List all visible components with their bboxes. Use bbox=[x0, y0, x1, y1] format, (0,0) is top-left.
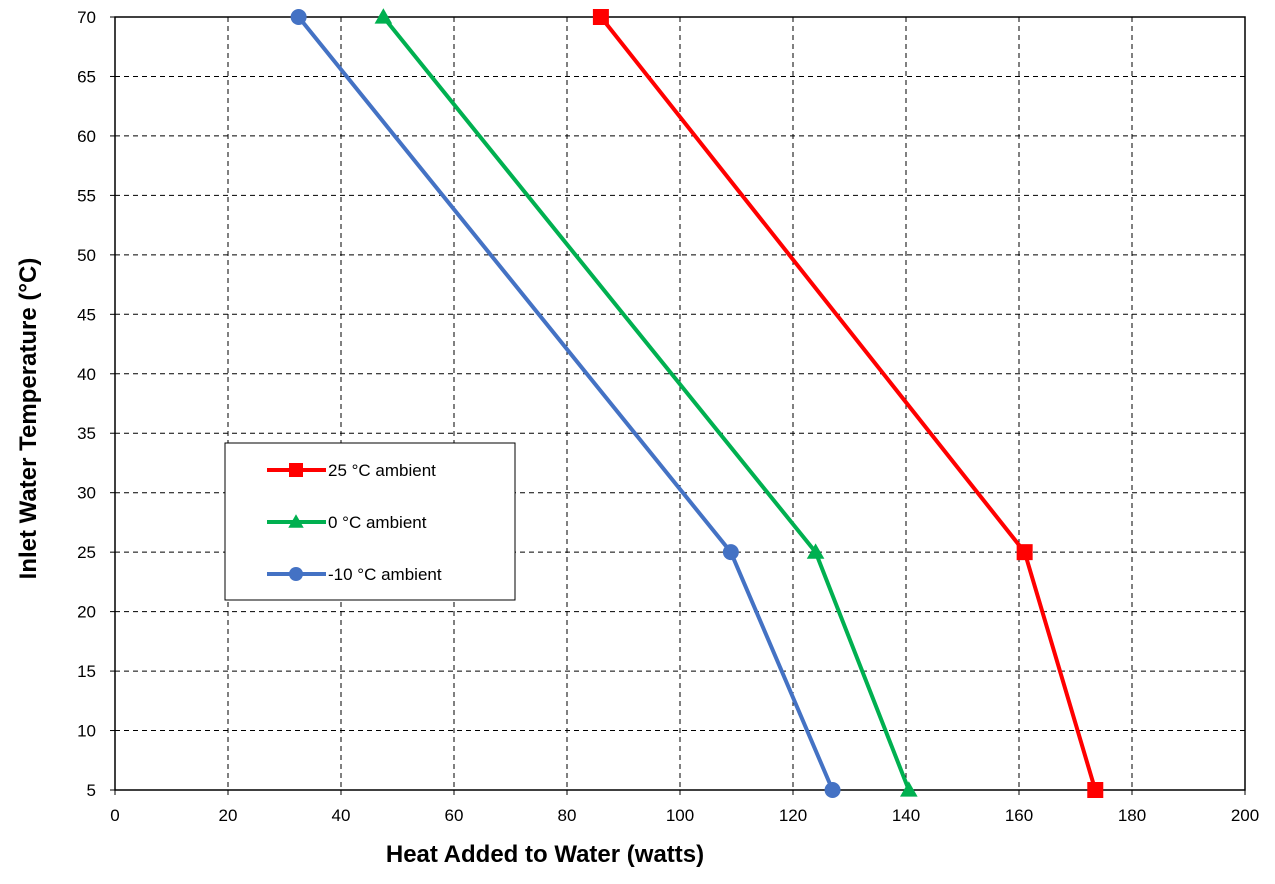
series-2 bbox=[290, 9, 841, 798]
x-tick-label: 60 bbox=[445, 806, 464, 825]
x-tick-label: 20 bbox=[219, 806, 238, 825]
y-tick-label: 10 bbox=[77, 722, 96, 741]
legend-label: -10 °C ambient bbox=[328, 565, 442, 584]
y-tick-label: 25 bbox=[77, 543, 96, 562]
y-tick-label: 65 bbox=[77, 67, 96, 86]
x-axis-title: Heat Added to Water (watts) bbox=[386, 841, 704, 868]
y-tick-label: 20 bbox=[77, 603, 96, 622]
y-tick-label: 45 bbox=[77, 305, 96, 324]
series-0 bbox=[592, 9, 1104, 798]
series-line bbox=[381, 15, 911, 791]
legend: 25 °C ambient 0 °C ambient -10 °C ambient bbox=[224, 442, 516, 601]
y-tick-label: 55 bbox=[77, 186, 96, 205]
y-tick-label: 15 bbox=[77, 662, 96, 681]
y-axis: 5 10 15 20 25 30 35 40 45 50 55 60 65 70 bbox=[77, 8, 115, 800]
y-tick-label: 35 bbox=[77, 424, 96, 443]
legend-item: 0 °C ambient bbox=[267, 513, 427, 532]
x-axis: 0 20 40 60 80 100 120 140 160 180 200 bbox=[110, 790, 1259, 825]
y-tick-label: 30 bbox=[77, 484, 96, 503]
data-point bbox=[806, 543, 825, 559]
x-tick-label: 160 bbox=[1005, 806, 1033, 825]
data-point bbox=[900, 781, 918, 797]
y-tick-label: 60 bbox=[77, 127, 96, 146]
data-point bbox=[374, 8, 393, 24]
series-line bbox=[599, 15, 1098, 791]
y-tick-label: 50 bbox=[77, 246, 96, 265]
series-layer bbox=[290, 8, 1104, 798]
legend-label: 0 °C ambient bbox=[328, 513, 427, 532]
y-tick-label: 70 bbox=[77, 8, 96, 27]
data-point bbox=[592, 9, 609, 25]
series-1 bbox=[374, 8, 918, 797]
legend-item: 25 °C ambient bbox=[267, 461, 436, 480]
data-point bbox=[722, 544, 739, 561]
y-tick-label: 5 bbox=[87, 781, 96, 800]
series-line bbox=[297, 15, 835, 791]
x-tick-label: 200 bbox=[1231, 806, 1259, 825]
x-tick-label: 120 bbox=[779, 806, 807, 825]
legend-marker bbox=[289, 463, 303, 477]
legend-marker bbox=[288, 514, 304, 528]
x-tick-label: 0 bbox=[110, 806, 119, 825]
x-tick-label: 140 bbox=[892, 806, 920, 825]
y-axis-title: Inlet Water Temperature (°C) bbox=[15, 258, 42, 580]
x-tick-label: 100 bbox=[666, 806, 694, 825]
x-tick-label: 80 bbox=[558, 806, 577, 825]
y-tick-label: 40 bbox=[77, 365, 96, 384]
x-tick-label: 180 bbox=[1118, 806, 1146, 825]
x-tick-label: 40 bbox=[332, 806, 351, 825]
legend-label: 25 °C ambient bbox=[328, 461, 436, 480]
data-point bbox=[1087, 782, 1104, 798]
data-point bbox=[290, 9, 307, 25]
legend-marker bbox=[289, 567, 303, 581]
grid-lines bbox=[115, 17, 1245, 790]
data-point bbox=[1016, 544, 1033, 561]
data-point bbox=[824, 782, 841, 798]
legend-item: -10 °C ambient bbox=[267, 565, 442, 584]
